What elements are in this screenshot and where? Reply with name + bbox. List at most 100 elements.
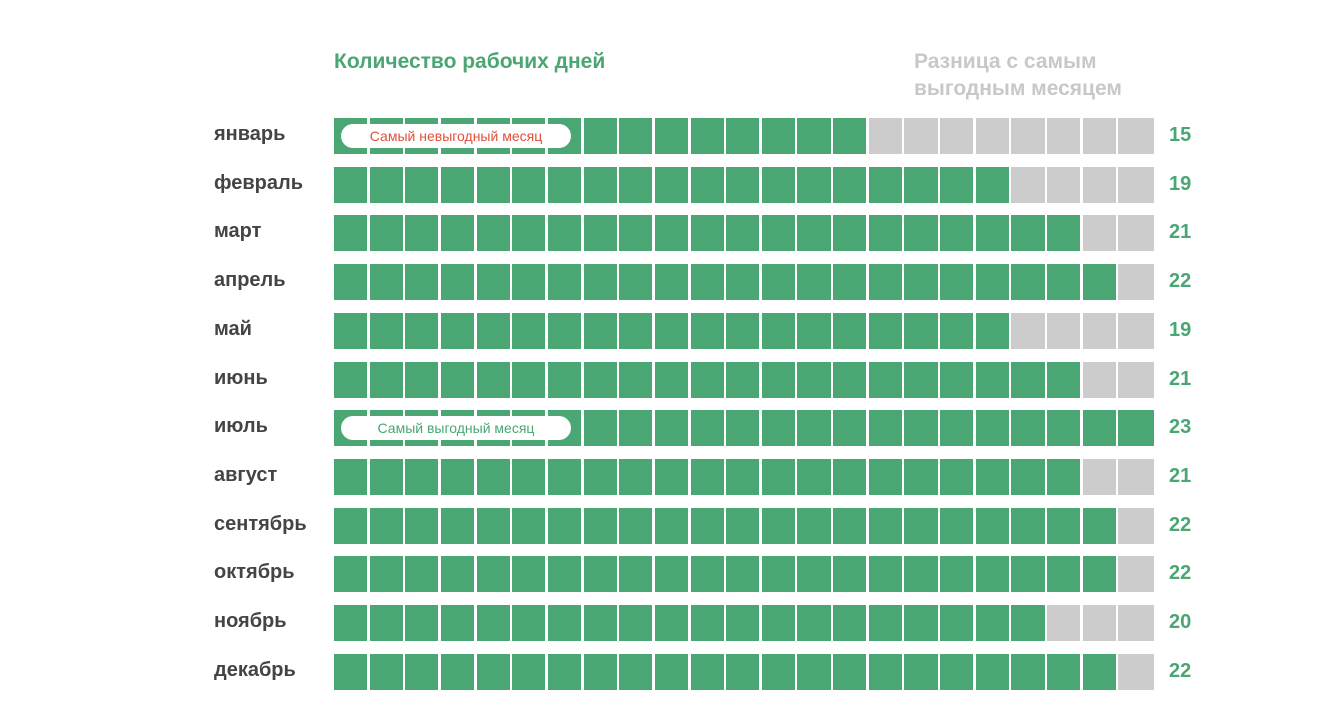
workday-cell (904, 166, 938, 203)
workday-cell (440, 166, 475, 203)
workday-cell (940, 312, 974, 349)
workday-cell (654, 507, 688, 544)
workday-cell (904, 507, 938, 544)
workday-cell (334, 166, 368, 203)
workday-cell (940, 361, 974, 398)
workday-cell (405, 264, 439, 301)
workday-cell (1011, 507, 1045, 544)
workday-cell (583, 361, 617, 398)
workday-cell (761, 653, 795, 690)
workday-cell (619, 166, 653, 203)
workday-cell (619, 215, 653, 252)
workday-cell (619, 312, 653, 349)
workday-cell (690, 215, 724, 252)
workday-cell (619, 458, 653, 495)
workday-cell (1047, 410, 1081, 447)
workday-cell (476, 361, 510, 398)
workday-cell (405, 312, 439, 349)
month-label: декабрь (214, 658, 296, 681)
workday-cell (654, 458, 688, 495)
workday-cell (690, 605, 724, 641)
value-label: 21 (1169, 464, 1192, 487)
workday-cell (547, 605, 582, 641)
workday-cell (619, 410, 653, 447)
workday-cell (1082, 410, 1116, 447)
workday-cell (405, 361, 439, 398)
workday-cell (690, 361, 724, 398)
workday-cell (583, 118, 617, 154)
workday-cell (833, 458, 867, 495)
difference-cell (1118, 361, 1154, 398)
value-label: 23 (1169, 416, 1192, 439)
workday-cell (726, 605, 760, 641)
workday-cell (1011, 410, 1045, 447)
month-row: март 21 (0, 215, 1320, 252)
workday-cell (975, 410, 1009, 447)
workday-cell (1011, 361, 1045, 398)
workday-cell (904, 653, 938, 690)
workday-cell (334, 653, 368, 690)
month-label: август (214, 463, 278, 486)
workday-cell (904, 458, 938, 495)
workday-cell (583, 605, 617, 641)
workday-cell (369, 653, 403, 690)
workday-cell (440, 507, 475, 544)
difference-cell (868, 118, 902, 154)
workday-cell (868, 507, 902, 544)
workday-cell (583, 166, 617, 203)
difference-cell (1082, 605, 1116, 641)
workday-cell (868, 653, 902, 690)
workday-cell (797, 215, 831, 252)
workday-cell (1047, 507, 1081, 544)
workday-cell (440, 215, 475, 252)
workday-cell (1011, 215, 1045, 252)
workday-cell (868, 166, 902, 203)
workday-cell (1011, 264, 1045, 301)
workday-cell (1082, 653, 1116, 690)
workday-cell (868, 215, 902, 252)
workday-cell (940, 556, 974, 593)
workday-cell (547, 653, 582, 690)
workday-cell (1047, 556, 1081, 593)
month-label: июль (214, 415, 268, 438)
workday-cell (1047, 458, 1081, 495)
workday-cell (690, 556, 724, 593)
workday-cell (1011, 556, 1045, 593)
workday-cell (797, 507, 831, 544)
workday-cell (833, 556, 867, 593)
workday-cell (369, 605, 403, 641)
difference-cell (1011, 166, 1045, 203)
workday-cell (904, 361, 938, 398)
value-label: 19 (1169, 318, 1192, 341)
workday-cell (690, 507, 724, 544)
value-label: 21 (1169, 221, 1192, 244)
month-row: февраль 19 (0, 166, 1320, 203)
workday-cell (405, 605, 439, 641)
workday-cell (405, 215, 439, 252)
month-label: апрель (214, 269, 286, 292)
workday-cell (833, 264, 867, 301)
workday-cell (761, 410, 795, 447)
workday-cell (868, 410, 902, 447)
workday-cell (797, 605, 831, 641)
workday-cell (440, 556, 475, 593)
workday-cell (654, 215, 688, 252)
difference-cell (1082, 166, 1116, 203)
workday-cell (512, 361, 546, 398)
month-label: июнь (214, 366, 268, 389)
month-label: январь (214, 123, 286, 145)
workday-cell (975, 605, 1009, 641)
workday-cell (940, 166, 974, 203)
workday-cell (833, 215, 867, 252)
month-row: ноябрь 20 (0, 605, 1320, 641)
workday-cell (654, 361, 688, 398)
workday-cell (1082, 264, 1116, 301)
difference-cell (940, 118, 974, 154)
workday-cell (690, 410, 724, 447)
workday-cell (868, 361, 902, 398)
workday-cell (761, 264, 795, 301)
value-label: 19 (1169, 172, 1192, 195)
workday-cell (440, 605, 475, 641)
workday-cell (975, 458, 1009, 495)
workday-cell (904, 410, 938, 447)
